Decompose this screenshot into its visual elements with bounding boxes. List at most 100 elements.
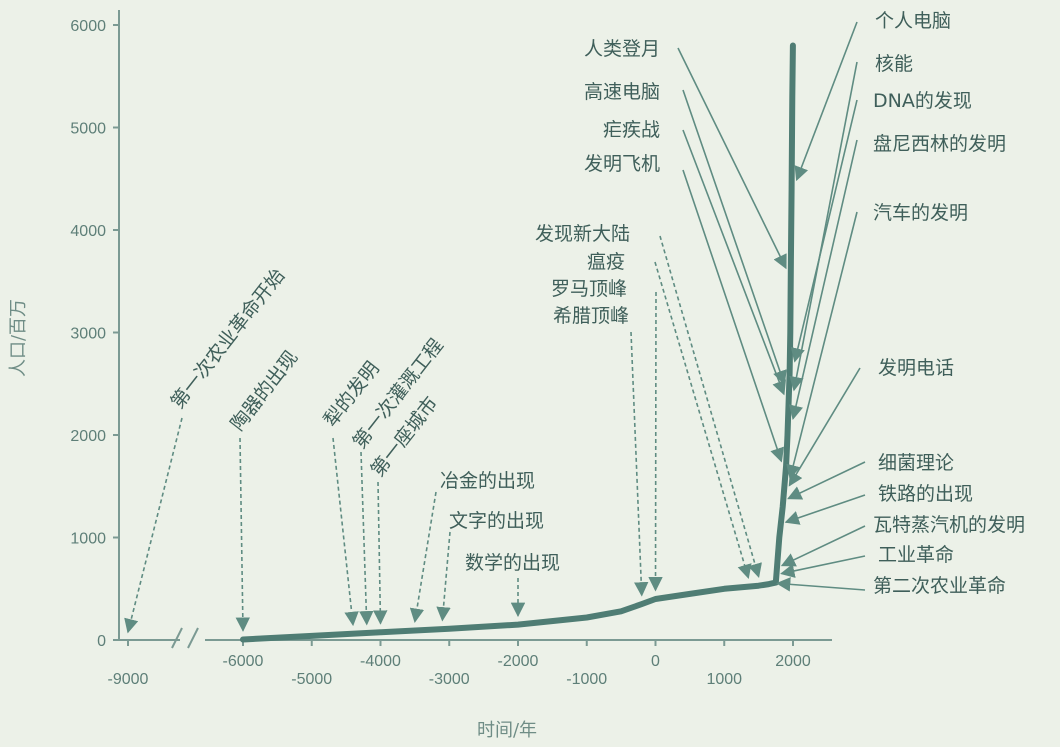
- y-tick-label: 4000: [70, 223, 106, 240]
- annotation-arrow: [682, 89, 787, 386]
- annotation-arrow: [787, 461, 866, 500]
- annotation-label: 第二次农业革命: [873, 575, 1006, 597]
- annotation-label: 铁路的出现: [878, 483, 973, 505]
- y-tick-label: 1000: [70, 531, 106, 548]
- y-tick-label: 5000: [70, 121, 106, 138]
- annotation-right: 细菌理论: [787, 452, 954, 500]
- annotation-label: 冶金的出现: [440, 470, 535, 492]
- annotation-label: 罗马顶峰: [551, 278, 627, 300]
- annotation-arrow: [630, 331, 649, 597]
- annotation-arrow: [373, 481, 388, 625]
- annotation-arrow: [788, 139, 858, 421]
- y-tick-label: 6000: [70, 18, 106, 35]
- annotation-label: 文字的出现: [449, 510, 544, 532]
- annotation-right: 瓦特蒸汽机的发明: [780, 514, 1025, 567]
- x-tick-label: -5000: [291, 671, 332, 688]
- annotation-right: DNA的发现: [790, 90, 972, 363]
- annotation-left: 希腊顶峰: [553, 305, 649, 597]
- x-tick-label: -2000: [498, 653, 539, 670]
- annotation-top: 高速电脑: [584, 81, 787, 386]
- x-tick-label: 1000: [706, 671, 742, 688]
- x-tick-label: 0: [651, 653, 660, 670]
- annotation-label: 细菌理论: [878, 452, 954, 474]
- x-tick-label: -9000: [108, 671, 149, 688]
- y-axis-label: 人口/百万: [8, 299, 29, 377]
- annotation-arrow: [409, 491, 437, 623]
- x-tick-label: -1000: [566, 671, 607, 688]
- annotation-label: 希腊顶峰: [553, 305, 629, 327]
- annotation-label: 工业革命: [878, 544, 954, 566]
- annotation-label: DNA的发现: [873, 90, 972, 112]
- y-tick-group: 0 1000 2000 3000 4000 5000 6000: [70, 18, 119, 650]
- annotation-arrow: [648, 291, 663, 592]
- annotation-label: 个人电脑: [875, 10, 951, 32]
- annotation-right: 汽车的发明: [786, 202, 968, 480]
- annotation-arrow: [677, 47, 787, 270]
- annotation-top: 人类登月: [584, 38, 787, 270]
- x-tick-label: -3000: [429, 671, 470, 688]
- annotation-arrow: [436, 531, 451, 622]
- x-tick-label: -4000: [360, 653, 401, 670]
- annotation-arrow: [786, 211, 858, 480]
- annotation-right: 个人电脑: [794, 10, 951, 182]
- annotation-arrow: [235, 437, 250, 632]
- annotation-left: 犁的发明: [320, 358, 384, 627]
- annotation-arrow: [788, 367, 861, 487]
- annotation-label: 高速电脑: [584, 81, 660, 103]
- x-tick-label: -6000: [223, 653, 264, 670]
- annotation-label: 瓦特蒸汽机的发明: [873, 514, 1025, 536]
- annotation-label: 瘟疫: [587, 251, 625, 273]
- annotation-arrow: [359, 451, 374, 626]
- annotation-left: 发现新大陆: [535, 223, 762, 579]
- y-tick-label: 3000: [70, 326, 106, 343]
- annotation-left: 陶器的出现: [227, 347, 303, 632]
- annotation-arrow: [790, 99, 858, 363]
- annotation-left: 瘟疫: [587, 251, 752, 579]
- annotation-left: 第一次农业革命开始: [124, 265, 289, 634]
- annotation-label: 盘尼西林的发明: [873, 133, 1006, 155]
- annotation-label: 发明电话: [878, 357, 954, 379]
- annotation-arrow: [789, 61, 858, 392]
- y-tick-label: 0: [97, 633, 106, 650]
- annotation-label: 人类登月: [584, 38, 660, 60]
- annotation-arrow: [794, 21, 858, 182]
- annotation-arrow: [775, 577, 866, 592]
- annotation-right: 核能: [789, 53, 913, 392]
- annotation-right: 铁路的出现: [784, 483, 973, 525]
- annotation-arrow: [780, 525, 866, 567]
- x-axis-label: 时间/年: [477, 720, 537, 741]
- annotation-arrow: [784, 494, 866, 525]
- annotation-label: 发明飞机: [584, 153, 660, 175]
- annotation-right: 工业革命: [780, 544, 954, 578]
- annotation-label: 汽车的发明: [873, 202, 968, 224]
- annotation-arrow: [682, 169, 785, 463]
- annotation-label: 发现新大陆: [535, 223, 630, 245]
- y-tick-label: 2000: [70, 428, 106, 445]
- annotation-label: 疟疾战: [603, 119, 660, 141]
- annotation-right: 第二次农业革命: [775, 575, 1006, 597]
- annotation-left: 罗马顶峰: [551, 278, 663, 592]
- axis-break-mark: [171, 627, 199, 649]
- population-curve: [240, 42, 796, 643]
- annotation-top: 发明飞机: [584, 153, 785, 463]
- annotation-arrow: [780, 555, 866, 578]
- annotation-left: 数学的出现: [465, 552, 560, 618]
- annotation-label: 陶器的出现: [227, 347, 303, 435]
- annotation-arrow: [659, 235, 762, 579]
- x-tick-label: 2000: [775, 653, 811, 670]
- annotation-label: 数学的出现: [465, 552, 560, 574]
- annotation-label: 核能: [875, 53, 913, 75]
- annotation-left: 冶金的出现: [409, 470, 535, 623]
- annotation-arrow: [124, 417, 183, 634]
- annotation-arrow: [654, 261, 752, 579]
- annotation-arrow: [682, 129, 786, 396]
- annotation-top: 疟疾战: [603, 119, 786, 396]
- annotation-right: 发明电话: [788, 357, 954, 487]
- annotation-right: 盘尼西林的发明: [788, 133, 1006, 421]
- annotation-left: 文字的出现: [436, 510, 544, 622]
- x-tick-group: -9000 -6000 -5000 -4000 -3000 -2000 -1000 0 1000…: [108, 640, 811, 688]
